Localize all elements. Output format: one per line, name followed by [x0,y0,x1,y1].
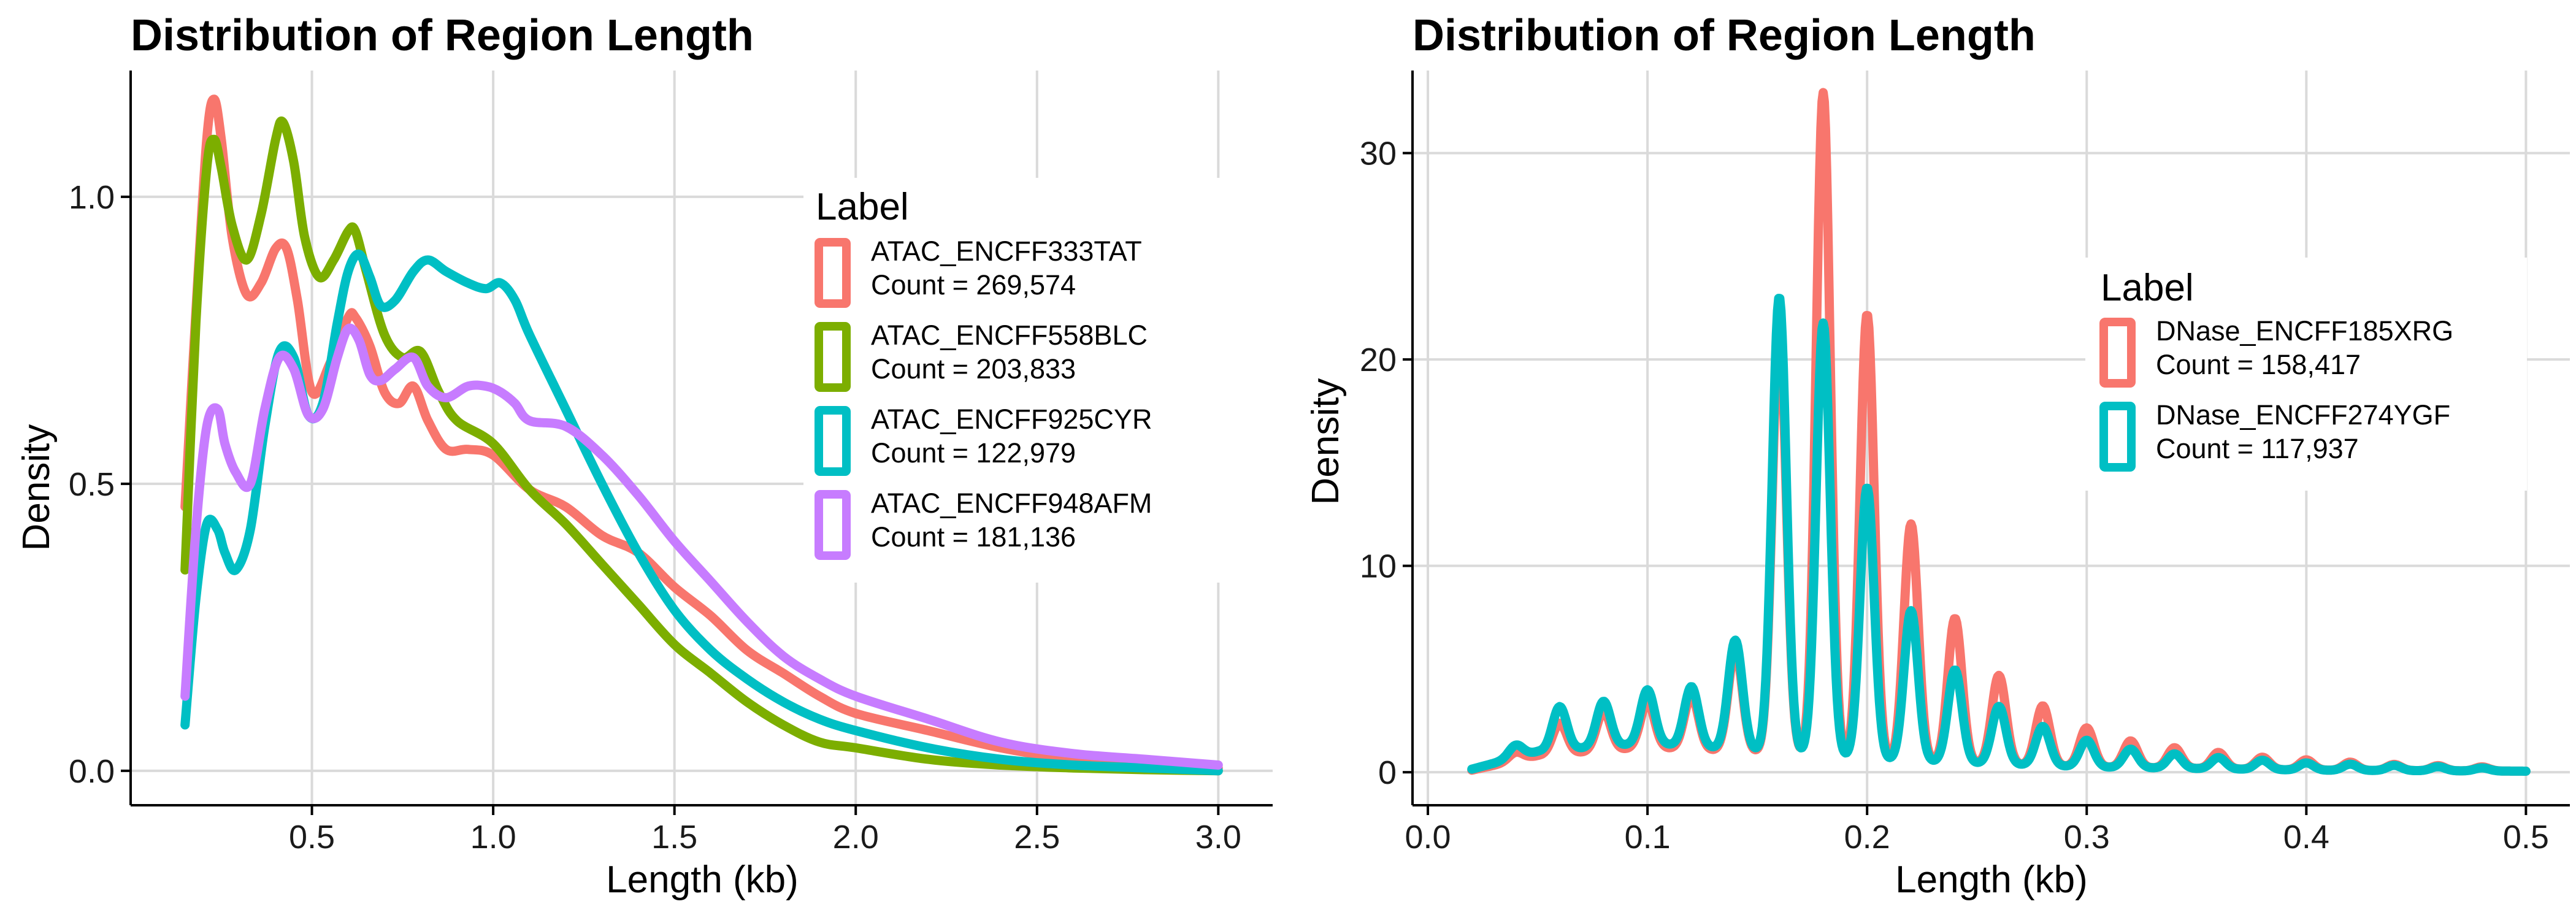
panel-1-x-tick-label: 1.0 [470,819,516,856]
panel-2: Distribution of Region Length 0.0 0.1 0.2 0… [1305,11,2570,901]
panel-1-x-tick-label: 2.0 [833,819,879,856]
panel-1-curves [180,94,1223,776]
panel-1-legend-key [815,490,851,560]
panel-1-x-axis-label: Length (kb) [606,859,799,901]
panel-2-y-tick-label: 10 [1360,548,1397,585]
panel-2-y-tick-label: 0 [1378,754,1397,791]
panel-2-series-DNase_ENCFF274YGF [1467,294,2531,776]
panel-1-axes: 0.5 1.0 1.5 2.0 2.5 3.0 0.0 0.5 1.0 [69,71,1273,856]
panel-1-title: Distribution of Region Length [131,11,754,60]
panel-2-legend-count: Count = 158,417 [2156,349,2361,380]
panel-2-x-tick-label: 0.4 [2283,819,2329,856]
panel-2-legend-label: DNase_ENCFF185XRG [2156,315,2453,347]
panel-1-legend-key [815,322,851,392]
panel-2-x-axis-label: Length (kb) [1895,859,2088,901]
panel-2-x-tick-label: 0.1 [1625,819,1671,856]
panel-1-y-tick-label: 0.0 [69,753,115,790]
panel-2-y-tick-label: 30 [1360,136,1397,172]
panel-1-legend-count: Count = 122,979 [871,437,1076,469]
panel-2-curves [1467,88,2531,776]
panel-1-y-tick-label: 0.5 [69,466,115,503]
panel-2-title: Distribution of Region Length [1413,11,2036,60]
panel-1-series-ATAC_ENCFF948AFM [180,323,1223,770]
panel-1-legend-label: ATAC_ENCFF948AFM [871,488,1152,519]
panel-1-x-tick-label: 3.0 [1195,819,1241,856]
panel-1-y-tick-label: 1.0 [69,179,115,216]
panel-1-x-tick-label: 1.5 [651,819,697,856]
panel-1-legend-count: Count = 181,136 [871,521,1076,553]
panel-1-series-ATAC_ENCFF925CYR [180,249,1223,776]
panel-2-x-tick-label: 0.0 [1405,819,1451,856]
panel-1-x-tick-label: 2.5 [1014,819,1060,856]
panel-1-legend-label: ATAC_ENCFF558BLC [871,320,1148,351]
panel-2-axes: 0.0 0.1 0.2 0.3 0.4 0.5 0 10 20 30 [1360,71,2570,856]
panel-1-y-axis-label: Density [15,424,58,551]
panel-1-x-tick-label: 0.5 [289,819,335,856]
panel-1-legend-background [803,178,1288,583]
panel-1-legend-label: ATAC_ENCFF925CYR [871,404,1152,435]
panel-2-legend-label: DNase_ENCFF274YGF [2156,399,2450,431]
panel-2-x-tick-label: 0.5 [2503,819,2549,856]
panel-2-y-tick-label: 20 [1360,342,1397,378]
panel-2-legend-key [2099,402,2136,472]
panel-1-legend-count: Count = 269,574 [871,269,1076,301]
panel-2-legend-key [2099,318,2136,388]
panel-1-legend-key [815,238,851,308]
panel-1-legend-key [815,406,851,476]
panel-1-legend-count: Count = 203,833 [871,353,1076,385]
panel-2-x-tick-label: 0.2 [1844,819,1890,856]
panel-1-legend-title: Label [816,186,909,228]
panel-2-x-tick-label: 0.3 [2064,819,2110,856]
panel-2-legend-count: Count = 117,937 [2156,433,2359,464]
panel-1: Distribution of Region Length 0.5 1.0 1.5 2… [15,11,1288,901]
panel-1-legend-label: ATAC_ENCFF333TAT [871,236,1142,267]
panel-2-legend-title: Label [2101,267,2194,309]
panel-2-y-axis-label: Density [1305,378,1347,505]
panel-2-legend-background [2085,258,2527,491]
